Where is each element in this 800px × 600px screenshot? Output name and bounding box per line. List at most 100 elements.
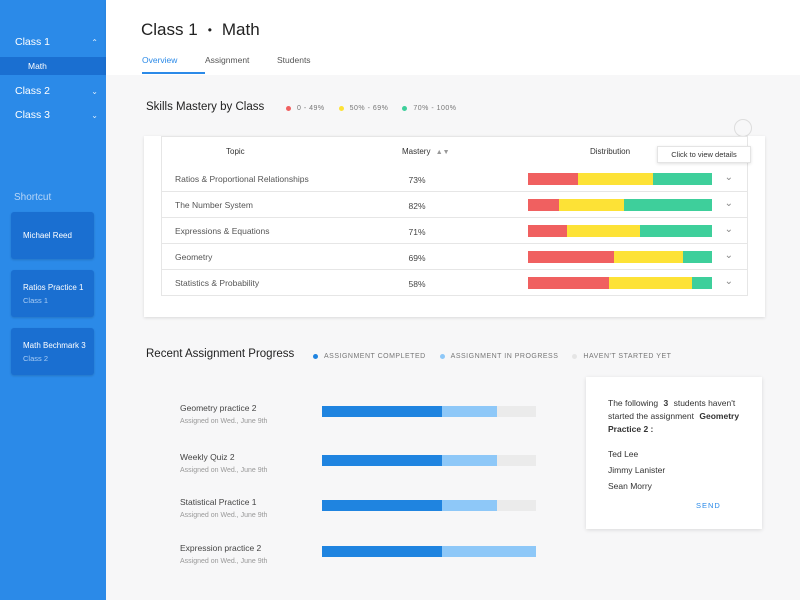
legend-swatch (313, 354, 318, 359)
assignments-legend: ASSIGNMENT COMPLETED ASSIGNMENT IN PROGR… (313, 353, 685, 360)
distribution-bar (528, 277, 712, 289)
assignment-name: Weekly Quiz 2 (180, 452, 235, 462)
topic-cell: Expressions & Equations (175, 226, 270, 236)
legend-item: 0 - 49% (286, 105, 325, 112)
skills-section-title: Skills Mastery by Class (146, 101, 265, 113)
chevron-down-icon[interactable]: ⌄ (724, 198, 733, 209)
table-row[interactable]: Expressions & Equations 71% ⌄ (161, 218, 748, 244)
shortcut-subtitle: Class 2 (23, 353, 49, 363)
mastery-cell: 71% (408, 227, 426, 237)
distribution-segment (577, 173, 654, 185)
distribution-segment (528, 225, 567, 237)
mastery-cell: 82% (408, 201, 426, 211)
shortcut-card[interactable]: Michael Reed (11, 212, 94, 259)
subject-name: Math (221, 20, 260, 39)
details-tooltip: Click to view details (657, 146, 751, 163)
chevron-down-icon[interactable]: ⌄ (724, 224, 733, 235)
table-row[interactable]: The Number System 82% ⌄ (161, 192, 748, 218)
legend-label: 70% - 100% (413, 105, 457, 112)
skills-card: Topic Mastery ▲▼ Distribution Ratios & P… (144, 136, 765, 317)
chevron-down-icon[interactable]: ⌄ (724, 276, 733, 287)
sidebar-item-class-2[interactable]: Class 2 ⌄ (0, 79, 106, 103)
skills-legend: 0 - 49% 50% - 69% 70% - 100% (286, 105, 471, 112)
assignment-progress-bar (322, 546, 536, 557)
title-separator: • (207, 23, 212, 37)
assignment-date: Assigned on Wed., June 9th (180, 467, 268, 474)
column-header-distribution: Distribution (590, 147, 631, 156)
mastery-cell: 58% (408, 279, 426, 289)
shortcut-title: Shortcut (14, 192, 52, 203)
shortcut-title-text: Math Bechmark 3 (23, 340, 86, 350)
shortcut-title-text: Ratios Practice 1 (23, 282, 84, 292)
tab-assignment[interactable]: Assignment (205, 55, 250, 65)
assignment-progress-bar (322, 500, 536, 511)
column-header-topic: Topic (226, 147, 245, 156)
legend-label: 0 - 49% (297, 105, 325, 112)
chevron-down-icon[interactable]: ⌄ (724, 250, 733, 261)
student-name: Jimmy Lanister (608, 465, 666, 475)
shortcut-card[interactable]: Ratios Practice 1 Class 1 (11, 270, 94, 317)
topic-cell: Geometry (175, 252, 213, 262)
shortcut-subtitle: Class 1 (23, 295, 49, 305)
distribution-segment (528, 251, 615, 263)
distribution-segment (566, 225, 641, 237)
assignment-item[interactable]: Weekly Quiz 2 Assigned on Wed., June 9th (180, 452, 267, 474)
distribution-segment (623, 199, 712, 211)
sort-icon[interactable]: ▲▼ (435, 149, 450, 156)
send-button[interactable]: SEND (696, 501, 721, 510)
progress-completed (322, 546, 442, 557)
progress-completed (322, 500, 442, 511)
tab-overview[interactable]: Overview (142, 55, 205, 74)
header: Class 1 • Math Overview Assignment Stude… (106, 0, 800, 75)
sidebar-subitem-label: Math (28, 61, 47, 71)
shortcut-card[interactable]: Math Bechmark 3 Class 2 (11, 328, 94, 375)
sidebar-item-class-3[interactable]: Class 3 ⌄ (0, 103, 106, 127)
chevron-up-icon: ⌃ (91, 37, 98, 47)
table-row[interactable]: Statistics & Probability 58% ⌄ (161, 270, 748, 296)
progress-completed (322, 455, 442, 466)
assignment-item[interactable]: Expression practice 2 Assigned on Wed., J… (180, 543, 267, 565)
legend-item: 70% - 100% (402, 105, 456, 112)
distribution-segment (528, 277, 609, 289)
distribution-bar (528, 199, 712, 211)
distribution-bar (528, 251, 712, 263)
help-circle-icon[interactable] (734, 119, 752, 137)
sidebar-item-label: Class 1 (15, 36, 51, 48)
legend-item: ASSIGNMENT IN PROGRESS (439, 353, 559, 360)
chevron-down-icon: ⌄ (91, 110, 98, 120)
topic-cell: Ratios & Proportional Relationships (175, 174, 309, 184)
main-content: Skills Mastery by Class 0 - 49% 50% - 69… (106, 75, 800, 600)
assignment-date: Assigned on Wed., June 9th (180, 558, 268, 565)
distribution-segment (691, 277, 712, 289)
sidebar-item-label: Class 2 (15, 85, 51, 97)
table-row[interactable]: Ratios & Proportional Relationships 73% ⌄ (161, 166, 748, 192)
distribution-segment (608, 277, 692, 289)
sidebar-subitem-math[interactable]: Math (0, 57, 106, 75)
sidebar-item-class-1[interactable]: Class 1 ⌃ (0, 30, 106, 54)
assignment-item[interactable]: Statistical Practice 1 Assigned on Wed., … (180, 497, 267, 519)
distribution-segment (559, 199, 624, 211)
distribution-segment (528, 199, 560, 211)
mastery-cell: 73% (408, 175, 426, 185)
progress-in-progress (441, 500, 498, 511)
assignment-name: Statistical Practice 1 (180, 497, 257, 507)
message-text: students haven't started the assignment (608, 398, 736, 421)
distribution-segment (682, 251, 712, 263)
chevron-down-icon[interactable]: ⌄ (724, 172, 733, 183)
tab-students[interactable]: Students (277, 55, 311, 65)
legend-swatch (439, 354, 445, 359)
legend-swatch (572, 354, 578, 359)
legend-swatch (286, 106, 291, 111)
sidebar: Class 1 ⌃ Math Class 2 ⌄ Class 3 ⌄ Short… (0, 0, 106, 600)
distribution-segment (528, 173, 578, 185)
student-name: Ted Lee (608, 449, 639, 459)
topic-cell: The Number System (175, 200, 253, 210)
table-row[interactable]: Geometry 69% ⌄ (161, 244, 748, 270)
assignment-name: Expression practice 2 (180, 543, 262, 553)
column-header-mastery[interactable]: Mastery ▲▼ (402, 147, 450, 156)
assignment-item[interactable]: Geometry practice 2 Assigned on Wed., Jun… (180, 403, 267, 425)
distribution-bar (528, 173, 712, 185)
column-header-label: Mastery (402, 147, 431, 156)
legend-item: 50% - 69% (338, 105, 389, 112)
progress-in-progress (441, 546, 536, 557)
